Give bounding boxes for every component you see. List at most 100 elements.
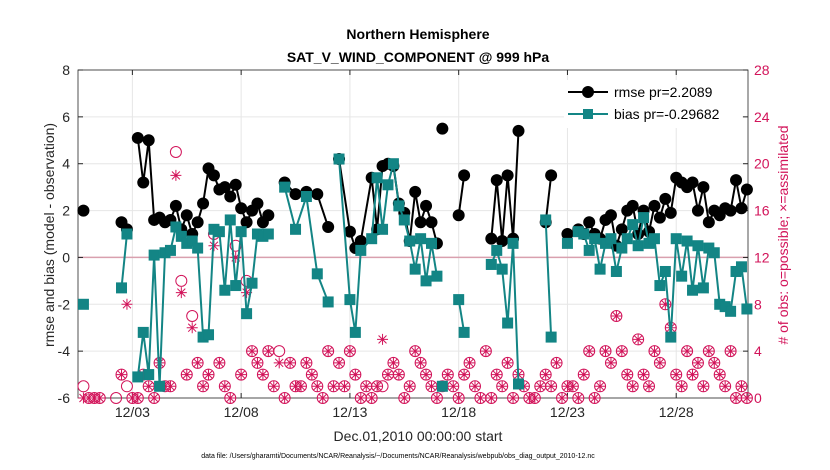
obs-assimilated-marker: [306, 369, 318, 381]
bias-point: [415, 233, 427, 245]
obs-assimilated-marker: [355, 392, 367, 404]
obs-assimilated-marker: [360, 380, 372, 392]
obs-assimilated-marker: [469, 380, 481, 392]
rmse-point: [615, 223, 628, 236]
y-tick-label: 0: [62, 249, 70, 265]
bias-point: [300, 191, 312, 203]
bias-point: [708, 247, 720, 259]
bias-point: [333, 153, 345, 165]
obs-assimilated-marker: [687, 369, 699, 381]
obs-assimilated-marker: [654, 357, 666, 369]
bias-point: [431, 270, 443, 282]
rmse-point: [224, 190, 237, 203]
bias-point: [409, 263, 421, 275]
bias-point: [725, 305, 737, 317]
obs-assimilated-marker: [415, 357, 427, 369]
obs-assimilated-marker: [725, 345, 737, 357]
obs-possible-marker: [120, 380, 133, 393]
obs-assimilated-marker: [442, 369, 454, 381]
obs-assimilated-marker: [224, 392, 236, 404]
obs-assimilated-marker: [295, 380, 307, 392]
rmse-point: [251, 197, 264, 210]
obs-assimilated-marker: [551, 357, 563, 369]
obs-assimilated-marker: [714, 369, 726, 381]
obs-assimilated-marker: [735, 380, 747, 392]
bias-point: [366, 233, 378, 245]
bias-point: [502, 317, 514, 329]
rmse-point: [235, 202, 248, 215]
bias-point: [382, 179, 394, 191]
legend-box: [564, 80, 742, 128]
obs-assimilated-marker: [534, 380, 546, 392]
bias-point: [192, 242, 204, 254]
rmse-point: [501, 169, 514, 182]
rmse-line: [490, 130, 520, 242]
obs-assimilated-marker: [338, 380, 350, 392]
bias-line: [120, 233, 128, 288]
x-tick-label: 12/03: [115, 404, 150, 420]
obs-assimilated-marker: [235, 369, 247, 381]
y2-tick-label: 24: [754, 109, 770, 125]
obs-assimilated-marker: [692, 357, 704, 369]
legend-rmse-marker: [582, 86, 594, 98]
chart-title: Northern Hemisphere: [346, 26, 489, 42]
y-tick-label: -6: [58, 390, 71, 406]
bias-point: [659, 265, 671, 277]
rmse-point: [311, 188, 324, 201]
obs-assimilated-marker: [328, 380, 340, 392]
y-tick-label: 2: [62, 203, 70, 219]
obs-assimilated-marker: [371, 380, 383, 392]
rmse-point: [626, 199, 639, 212]
x-tick-label: 12/18: [441, 404, 476, 420]
rmse-point: [740, 183, 753, 196]
obs-assimilated-marker: [431, 392, 443, 404]
bias-point: [578, 228, 590, 240]
obs-assimilated-marker: [583, 345, 595, 357]
obs-assimilated-marker: [659, 298, 671, 310]
legend-rmse-label: rmse pr=2.2089: [614, 84, 713, 100]
bias-point: [485, 258, 497, 270]
bias-point: [627, 219, 639, 231]
bias-point: [154, 380, 166, 392]
y2-tick-label: 0: [754, 390, 762, 406]
y2-tick-label: 16: [754, 203, 770, 219]
x-tick-label: 12/23: [550, 404, 585, 420]
bias-point: [676, 270, 688, 282]
obs-possible-marker: [169, 146, 182, 158]
y-tick-label: -4: [58, 343, 71, 359]
bias-point: [246, 277, 258, 289]
obs-assimilated-marker: [632, 333, 644, 345]
bias-point: [132, 371, 144, 383]
bias-point: [735, 261, 747, 273]
rmse-point: [180, 209, 193, 222]
obs-assimilated-marker: [94, 392, 106, 404]
bias-point: [393, 200, 405, 212]
obs-assimilated-marker: [610, 310, 622, 322]
y2-axis-label: # of obs: o=possible; ×=assimilated: [775, 125, 791, 344]
obs-assimilated-marker: [648, 345, 660, 357]
rmse-point: [686, 176, 699, 189]
obs-assimilated-marker: [186, 322, 198, 334]
bias-point: [496, 263, 508, 275]
bias-point: [692, 240, 704, 252]
obs-assimilated-marker: [491, 369, 503, 381]
obs-assimilated-marker: [257, 369, 269, 381]
bias-point: [458, 326, 470, 338]
obs-assimilated-marker: [447, 380, 459, 392]
rmse-point: [322, 220, 335, 233]
obs-assimilated-marker: [398, 392, 410, 404]
obs-assimilated-marker: [219, 380, 231, 392]
y2-tick-label: 4: [754, 343, 762, 359]
bias-point: [665, 331, 677, 343]
bias-point: [290, 223, 302, 235]
obs-assimilated-marker: [616, 345, 628, 357]
obs-assimilated-marker: [474, 392, 486, 404]
obs-assimilated-marker: [627, 380, 639, 392]
obs-assimilated-marker: [605, 357, 617, 369]
obs-assimilated-marker: [540, 369, 552, 381]
obs-assimilated-marker: [246, 345, 258, 357]
rmse-point: [131, 131, 144, 144]
obs-assimilated-marker: [464, 357, 476, 369]
